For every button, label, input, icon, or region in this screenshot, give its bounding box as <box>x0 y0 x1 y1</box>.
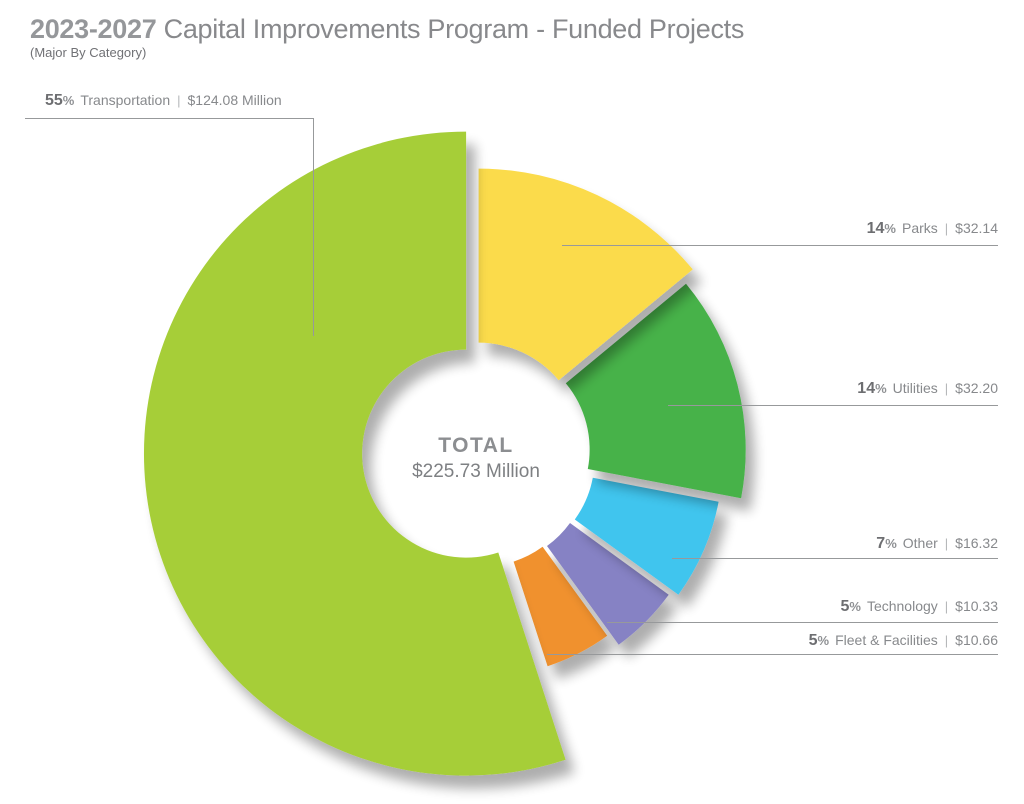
category-transportation: Transportation <box>80 92 171 108</box>
page-title: 2023-2027 Capital Improvements Program -… <box>30 14 744 44</box>
slice-parks <box>478 168 693 381</box>
percent-fleet-facilities: 5 <box>808 632 818 649</box>
separator: | <box>944 381 949 396</box>
slice-transportation <box>143 131 566 776</box>
separator: | <box>944 221 949 236</box>
value-fleet-facilities: $10.66 <box>955 632 998 648</box>
value-technology: $10.33 <box>955 598 998 614</box>
leader-line-utilities <box>668 405 998 406</box>
value-parks: $32.14 <box>955 220 998 236</box>
leader-line-transportation-h <box>25 118 313 119</box>
percent-sign: % <box>885 536 897 551</box>
donut-center-label: TOTAL $225.73 Million <box>356 434 596 483</box>
category-utilities: Utilities <box>892 380 938 396</box>
page-subtitle: (Major By Category) <box>30 45 147 60</box>
separator: | <box>944 536 949 551</box>
percent-utilities: 14 <box>857 380 876 397</box>
separator: | <box>944 633 949 648</box>
value-utilities: $32.20 <box>955 380 998 396</box>
callout-other: 7% Other | $16.32 <box>876 535 998 553</box>
title-block: 2023-2027 Capital Improvements Program -… <box>30 14 744 60</box>
leader-line-parks <box>562 245 998 246</box>
slice-utilities <box>565 283 746 499</box>
callout-utilities: 14% Utilities | $32.20 <box>857 380 998 398</box>
percent-other: 7 <box>876 535 886 552</box>
callout-fleet-facilities: 5% Fleet & Facilities | $10.66 <box>809 632 998 650</box>
leader-line-other <box>672 558 998 559</box>
category-technology: Technology <box>866 598 938 614</box>
separator: | <box>944 599 949 614</box>
category-fleet-facilities: Fleet & Facilities <box>835 632 938 648</box>
separator: | <box>177 93 181 108</box>
percent-transportation: 55 <box>45 92 63 109</box>
slice-technology <box>547 523 669 645</box>
leader-line-technology <box>607 622 998 623</box>
percent-sign: % <box>62 93 75 108</box>
percent-sign: % <box>875 381 887 396</box>
total-label: TOTAL <box>438 434 514 457</box>
callout-transportation: 55% Transportation | $124.08 Million <box>45 92 282 110</box>
leader-line-transportation-v <box>313 118 314 336</box>
total-value: $225.73 Million <box>412 461 540 482</box>
category-other: Other <box>902 535 938 551</box>
title-year-range: 2023-2027 <box>30 14 157 44</box>
slice-fleet-facilities <box>513 546 608 667</box>
value-transportation: $124.08 Million <box>187 92 282 108</box>
percent-sign: % <box>817 633 830 648</box>
slice-other <box>574 477 719 595</box>
percent-sign: % <box>849 599 861 614</box>
percent-parks: 14 <box>866 220 885 237</box>
title-text: Capital Improvements Program - Funded Pr… <box>163 14 745 44</box>
category-parks: Parks <box>901 220 938 236</box>
value-other: $16.32 <box>955 535 998 551</box>
percent-technology: 5 <box>840 598 850 615</box>
percent-sign: % <box>884 221 896 236</box>
leader-line-fleet-facilities <box>547 654 998 655</box>
callout-parks: 14% Parks | $32.14 <box>867 220 998 238</box>
callout-technology: 5% Technology | $10.33 <box>840 598 998 616</box>
